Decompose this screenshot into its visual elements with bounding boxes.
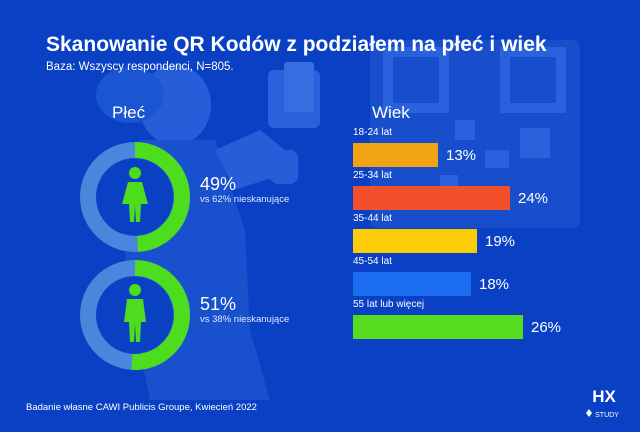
age-bar-label: 45-54 lat [353, 256, 392, 267]
age-bar-value: 19% [485, 233, 516, 250]
male-comparison: vs 38% nieskanujące [200, 314, 290, 325]
age-heading: Wiek [372, 103, 410, 122]
age-bar [353, 229, 477, 253]
gender-heading: Płeć [112, 103, 146, 122]
female-donut [80, 142, 190, 252]
age-bar [353, 315, 523, 339]
age-bar [353, 272, 471, 296]
age-bar [353, 186, 510, 210]
age-bar-label: 25-34 lat [353, 170, 392, 181]
age-bar [353, 143, 438, 167]
male-icon [124, 284, 146, 342]
logo-star-icon [586, 409, 592, 417]
age-bar-label: 18-24 lat [353, 127, 392, 138]
age-bar-value: 26% [531, 319, 562, 336]
source-note: Badanie własne CAWI Publicis Groupe, Kwi… [26, 402, 257, 413]
female-icon [122, 167, 148, 222]
male-donut-fill [80, 260, 190, 370]
age-bar-value: 18% [479, 276, 510, 293]
chart-title: Skanowanie QR Kodów z podziałem na płeć … [46, 33, 547, 56]
hx-study-logo: HX STUDY [586, 387, 619, 419]
female-donut-fill [80, 142, 190, 252]
age-bar-label: 35-44 lat [353, 213, 392, 224]
logo-text: HX [592, 387, 616, 406]
male-donut [80, 260, 190, 370]
female-percent: 49% [200, 174, 237, 194]
logo-subtext: STUDY [595, 412, 619, 419]
chart-subtitle: Baza: Wszyscy respondenci, N=805. [46, 61, 234, 73]
age-bar-value: 13% [446, 147, 477, 164]
male-percent: 51% [200, 294, 237, 314]
female-comparison: vs 62% nieskanujące [200, 194, 290, 205]
age-bar-label: 55 lat lub więcej [353, 299, 425, 310]
age-bar-value: 24% [518, 190, 549, 207]
